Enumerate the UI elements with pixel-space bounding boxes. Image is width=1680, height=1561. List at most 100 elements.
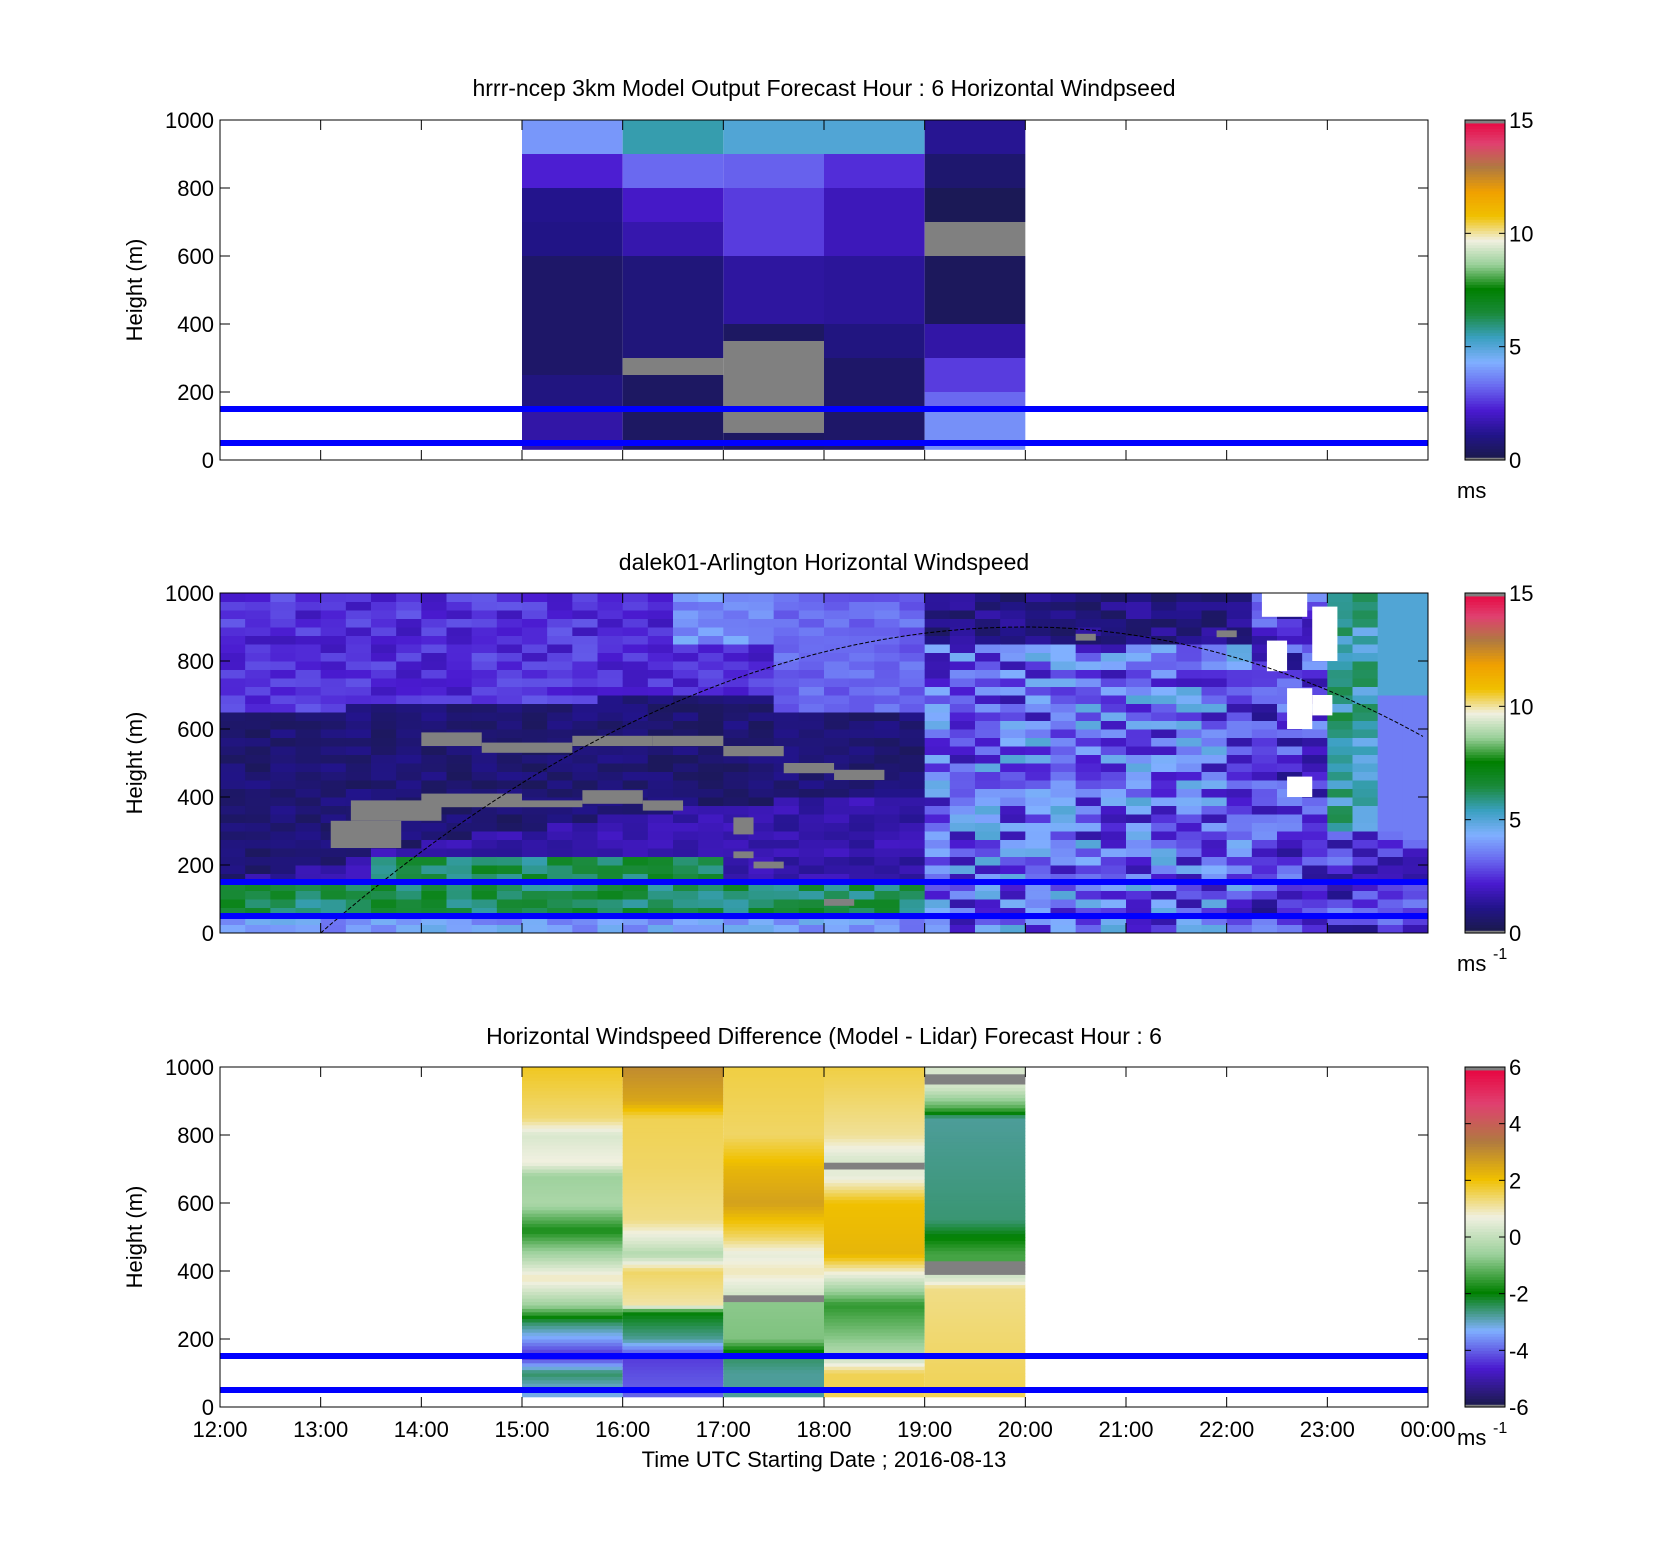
heatmap-cell: [622, 1274, 724, 1279]
heatmap-cell: [1100, 720, 1127, 730]
colorbar-cell: [1465, 655, 1505, 659]
heatmap-cell: [547, 882, 573, 891]
heatmap-cell: [572, 805, 598, 815]
heatmap-cell: [622, 907, 649, 917]
heatmap-cell: [924, 1213, 1026, 1218]
heatmap-cell: [824, 1111, 925, 1116]
heatmap-cell: [220, 686, 246, 696]
heatmap-cell: [824, 1090, 925, 1095]
heatmap-cell: [1000, 865, 1026, 874]
heatmap-cell: [1176, 695, 1202, 704]
heatmap-cell: [1025, 754, 1051, 764]
heatmap-cell: [975, 695, 1001, 704]
colorbar-cell: [1465, 292, 1505, 297]
heatmap-cell: [496, 610, 523, 619]
heatmap-cell: [1151, 839, 1177, 849]
colorbar-cell: [1465, 230, 1505, 234]
heatmap-cell: [1377, 763, 1404, 772]
heatmap-cell: [1302, 822, 1328, 832]
heatmap-cell: [949, 695, 976, 704]
heatmap-cell: [924, 771, 951, 781]
heatmap-cell: [597, 720, 624, 730]
heatmap-cell: [824, 1267, 925, 1272]
heatmap-cell: [522, 729, 548, 738]
heatmap-cell: [1327, 627, 1353, 636]
heatmap-cell: [647, 839, 674, 849]
heatmap-cell: [1201, 805, 1228, 815]
heatmap-cell: [295, 644, 322, 653]
heatmap-cell: [622, 358, 724, 375]
heatmap-cell: [773, 729, 800, 738]
heatmap-cell: [622, 1373, 724, 1377]
heatmap-cell: [723, 1315, 824, 1320]
heatmap-cell: [824, 1179, 925, 1184]
heatmap-cell: [723, 120, 824, 154]
heatmap-cell: [1201, 788, 1228, 798]
heatmap-cell: [1352, 822, 1379, 832]
heatmap-cell: [899, 856, 926, 866]
heatmap-cell: [345, 601, 372, 611]
heatmap-cell: [924, 839, 951, 849]
heatmap-cell: [824, 848, 850, 857]
heatmap-cell: [773, 814, 800, 823]
heatmap-cell: [924, 1203, 1026, 1207]
heatmap-cell: [824, 729, 850, 738]
heatmap-cell: [1050, 788, 1077, 798]
heatmap-cell: [748, 839, 775, 849]
heatmap-cell: [673, 831, 699, 840]
heatmap-cell: [824, 358, 925, 450]
heatmap-cell: [924, 652, 951, 662]
heatmap-cell: [522, 1288, 623, 1292]
heatmap-cell: [622, 1087, 724, 1092]
colorbar-cell: [1465, 137, 1505, 141]
heatmap-cell: [1251, 661, 1278, 670]
heatmap-cell: [1377, 627, 1404, 636]
heatmap-cell: [1377, 771, 1404, 781]
heatmap-cell: [622, 1383, 724, 1388]
colorbar-cell: [1465, 380, 1505, 385]
heatmap-cell: [1151, 771, 1177, 781]
heatmap-cell: [1025, 805, 1051, 815]
heatmap-cell: [295, 771, 322, 781]
heatmap-cell: [471, 848, 498, 857]
heatmap-cell: [522, 1101, 623, 1105]
colorbar-cell: [1465, 219, 1505, 223]
heatmap-cell: [1176, 882, 1202, 891]
heatmap-cell: [924, 1158, 1026, 1163]
colorbar-cell: [1465, 723, 1505, 727]
heatmap-cell: [798, 703, 825, 713]
heatmap-cell: [723, 678, 749, 687]
heatmap-cell: [1050, 797, 1077, 806]
heatmap-cell: [723, 1213, 824, 1218]
heatmap-cell: [622, 1131, 724, 1136]
heatmap-cell: [647, 754, 674, 764]
heatmap-cell: [446, 678, 473, 687]
colorbar-tick-label: 15: [1509, 581, 1533, 606]
heatmap-cell: [1277, 899, 1303, 908]
colorbar-cell: [1465, 250, 1505, 254]
heatmap-cell: [622, 1254, 724, 1258]
heatmap-cell: [824, 1087, 925, 1092]
heatmap-cell: [924, 754, 951, 764]
heatmap-cell: [1151, 729, 1177, 738]
heatmap-cell: [949, 890, 976, 900]
heatmap-cell: [1000, 737, 1026, 747]
heatmap-cell: [496, 865, 523, 874]
heatmap-cell: [798, 822, 825, 832]
colorbar-cell: [1465, 417, 1505, 421]
heatmap-cell: [1050, 737, 1077, 747]
heatmap-cell: [496, 695, 523, 704]
heatmap-cell: [1302, 856, 1328, 866]
heatmap-cell: [773, 695, 800, 704]
heatmap-cell: [924, 1128, 1026, 1133]
heatmap-cell: [572, 635, 598, 645]
heatmap-cell: [798, 797, 825, 806]
heatmap-cell: [1050, 644, 1077, 653]
heatmap-cell: [748, 873, 775, 883]
heatmap-cell: [723, 703, 749, 713]
heatmap-cell: [924, 1084, 1026, 1088]
colorbar-cell: [1465, 618, 1505, 622]
colorbar-cell: [1465, 845, 1505, 849]
heatmap-cell: [849, 856, 875, 866]
heatmap-cell: [496, 652, 523, 662]
